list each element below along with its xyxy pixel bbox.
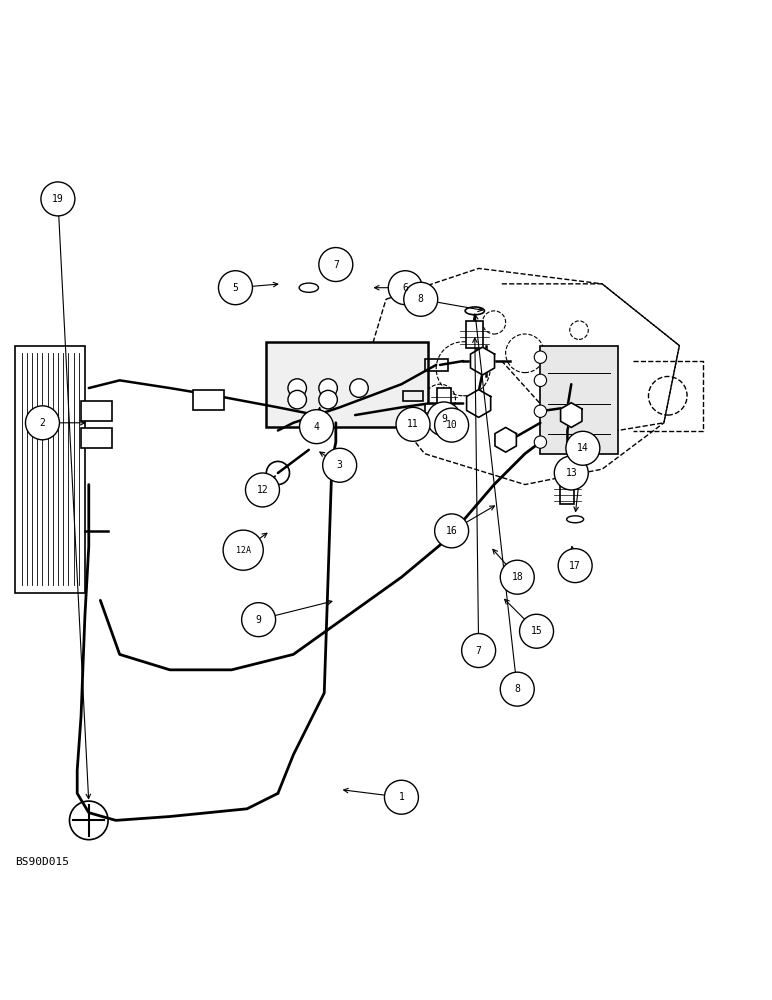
- Circle shape: [288, 390, 306, 409]
- Circle shape: [245, 473, 279, 507]
- Circle shape: [350, 379, 368, 397]
- Bar: [466, 321, 483, 348]
- Circle shape: [554, 456, 588, 490]
- FancyBboxPatch shape: [80, 428, 113, 448]
- Polygon shape: [466, 390, 491, 417]
- Circle shape: [223, 530, 263, 570]
- Circle shape: [218, 271, 252, 305]
- Text: 10: 10: [445, 420, 458, 430]
- Text: 9: 9: [441, 414, 447, 424]
- Circle shape: [534, 374, 547, 387]
- Circle shape: [462, 634, 496, 668]
- Text: 13: 13: [565, 468, 577, 478]
- Circle shape: [558, 549, 592, 583]
- Circle shape: [404, 282, 438, 316]
- Text: 18: 18: [511, 572, 523, 582]
- Text: 7: 7: [476, 646, 482, 656]
- Circle shape: [396, 407, 430, 441]
- Text: 12: 12: [256, 485, 269, 495]
- Circle shape: [500, 560, 534, 594]
- Text: 11: 11: [407, 419, 419, 429]
- Text: BS90D015: BS90D015: [15, 857, 69, 867]
- Text: 7: 7: [333, 260, 339, 270]
- Text: 9: 9: [256, 615, 262, 625]
- Circle shape: [534, 351, 547, 363]
- Polygon shape: [560, 403, 582, 427]
- Circle shape: [25, 406, 59, 440]
- Text: 2: 2: [39, 418, 46, 428]
- Circle shape: [520, 614, 554, 648]
- Circle shape: [41, 182, 75, 216]
- Circle shape: [242, 603, 276, 637]
- Text: 16: 16: [445, 526, 458, 536]
- Circle shape: [288, 379, 306, 397]
- Text: 15: 15: [530, 626, 543, 636]
- FancyBboxPatch shape: [266, 342, 428, 427]
- Circle shape: [323, 448, 357, 482]
- Text: 5: 5: [232, 283, 239, 293]
- Text: 12A: 12A: [235, 546, 251, 555]
- Circle shape: [427, 402, 461, 436]
- Bar: [425, 404, 439, 427]
- Text: 17: 17: [569, 561, 581, 571]
- Text: 4: 4: [313, 422, 320, 432]
- Text: 8: 8: [418, 294, 424, 304]
- Text: 19: 19: [52, 194, 64, 204]
- Circle shape: [435, 514, 469, 548]
- FancyBboxPatch shape: [192, 390, 224, 410]
- Text: 14: 14: [577, 443, 589, 453]
- Circle shape: [566, 431, 600, 465]
- Polygon shape: [470, 347, 495, 375]
- Circle shape: [384, 780, 418, 814]
- Text: 6: 6: [402, 283, 408, 293]
- Text: 1: 1: [398, 792, 405, 802]
- Circle shape: [319, 379, 337, 397]
- Bar: [15, 346, 85, 593]
- Circle shape: [435, 408, 469, 442]
- FancyBboxPatch shape: [80, 401, 113, 421]
- Circle shape: [500, 672, 534, 706]
- Bar: [437, 388, 451, 411]
- Text: 8: 8: [514, 684, 520, 694]
- Polygon shape: [495, 427, 516, 452]
- Text: 3: 3: [337, 460, 343, 470]
- Circle shape: [319, 248, 353, 282]
- Bar: [540, 346, 618, 454]
- Circle shape: [319, 390, 337, 409]
- Circle shape: [300, 410, 334, 444]
- Bar: [560, 481, 574, 504]
- Circle shape: [534, 405, 547, 417]
- Circle shape: [388, 271, 422, 305]
- Circle shape: [534, 436, 547, 448]
